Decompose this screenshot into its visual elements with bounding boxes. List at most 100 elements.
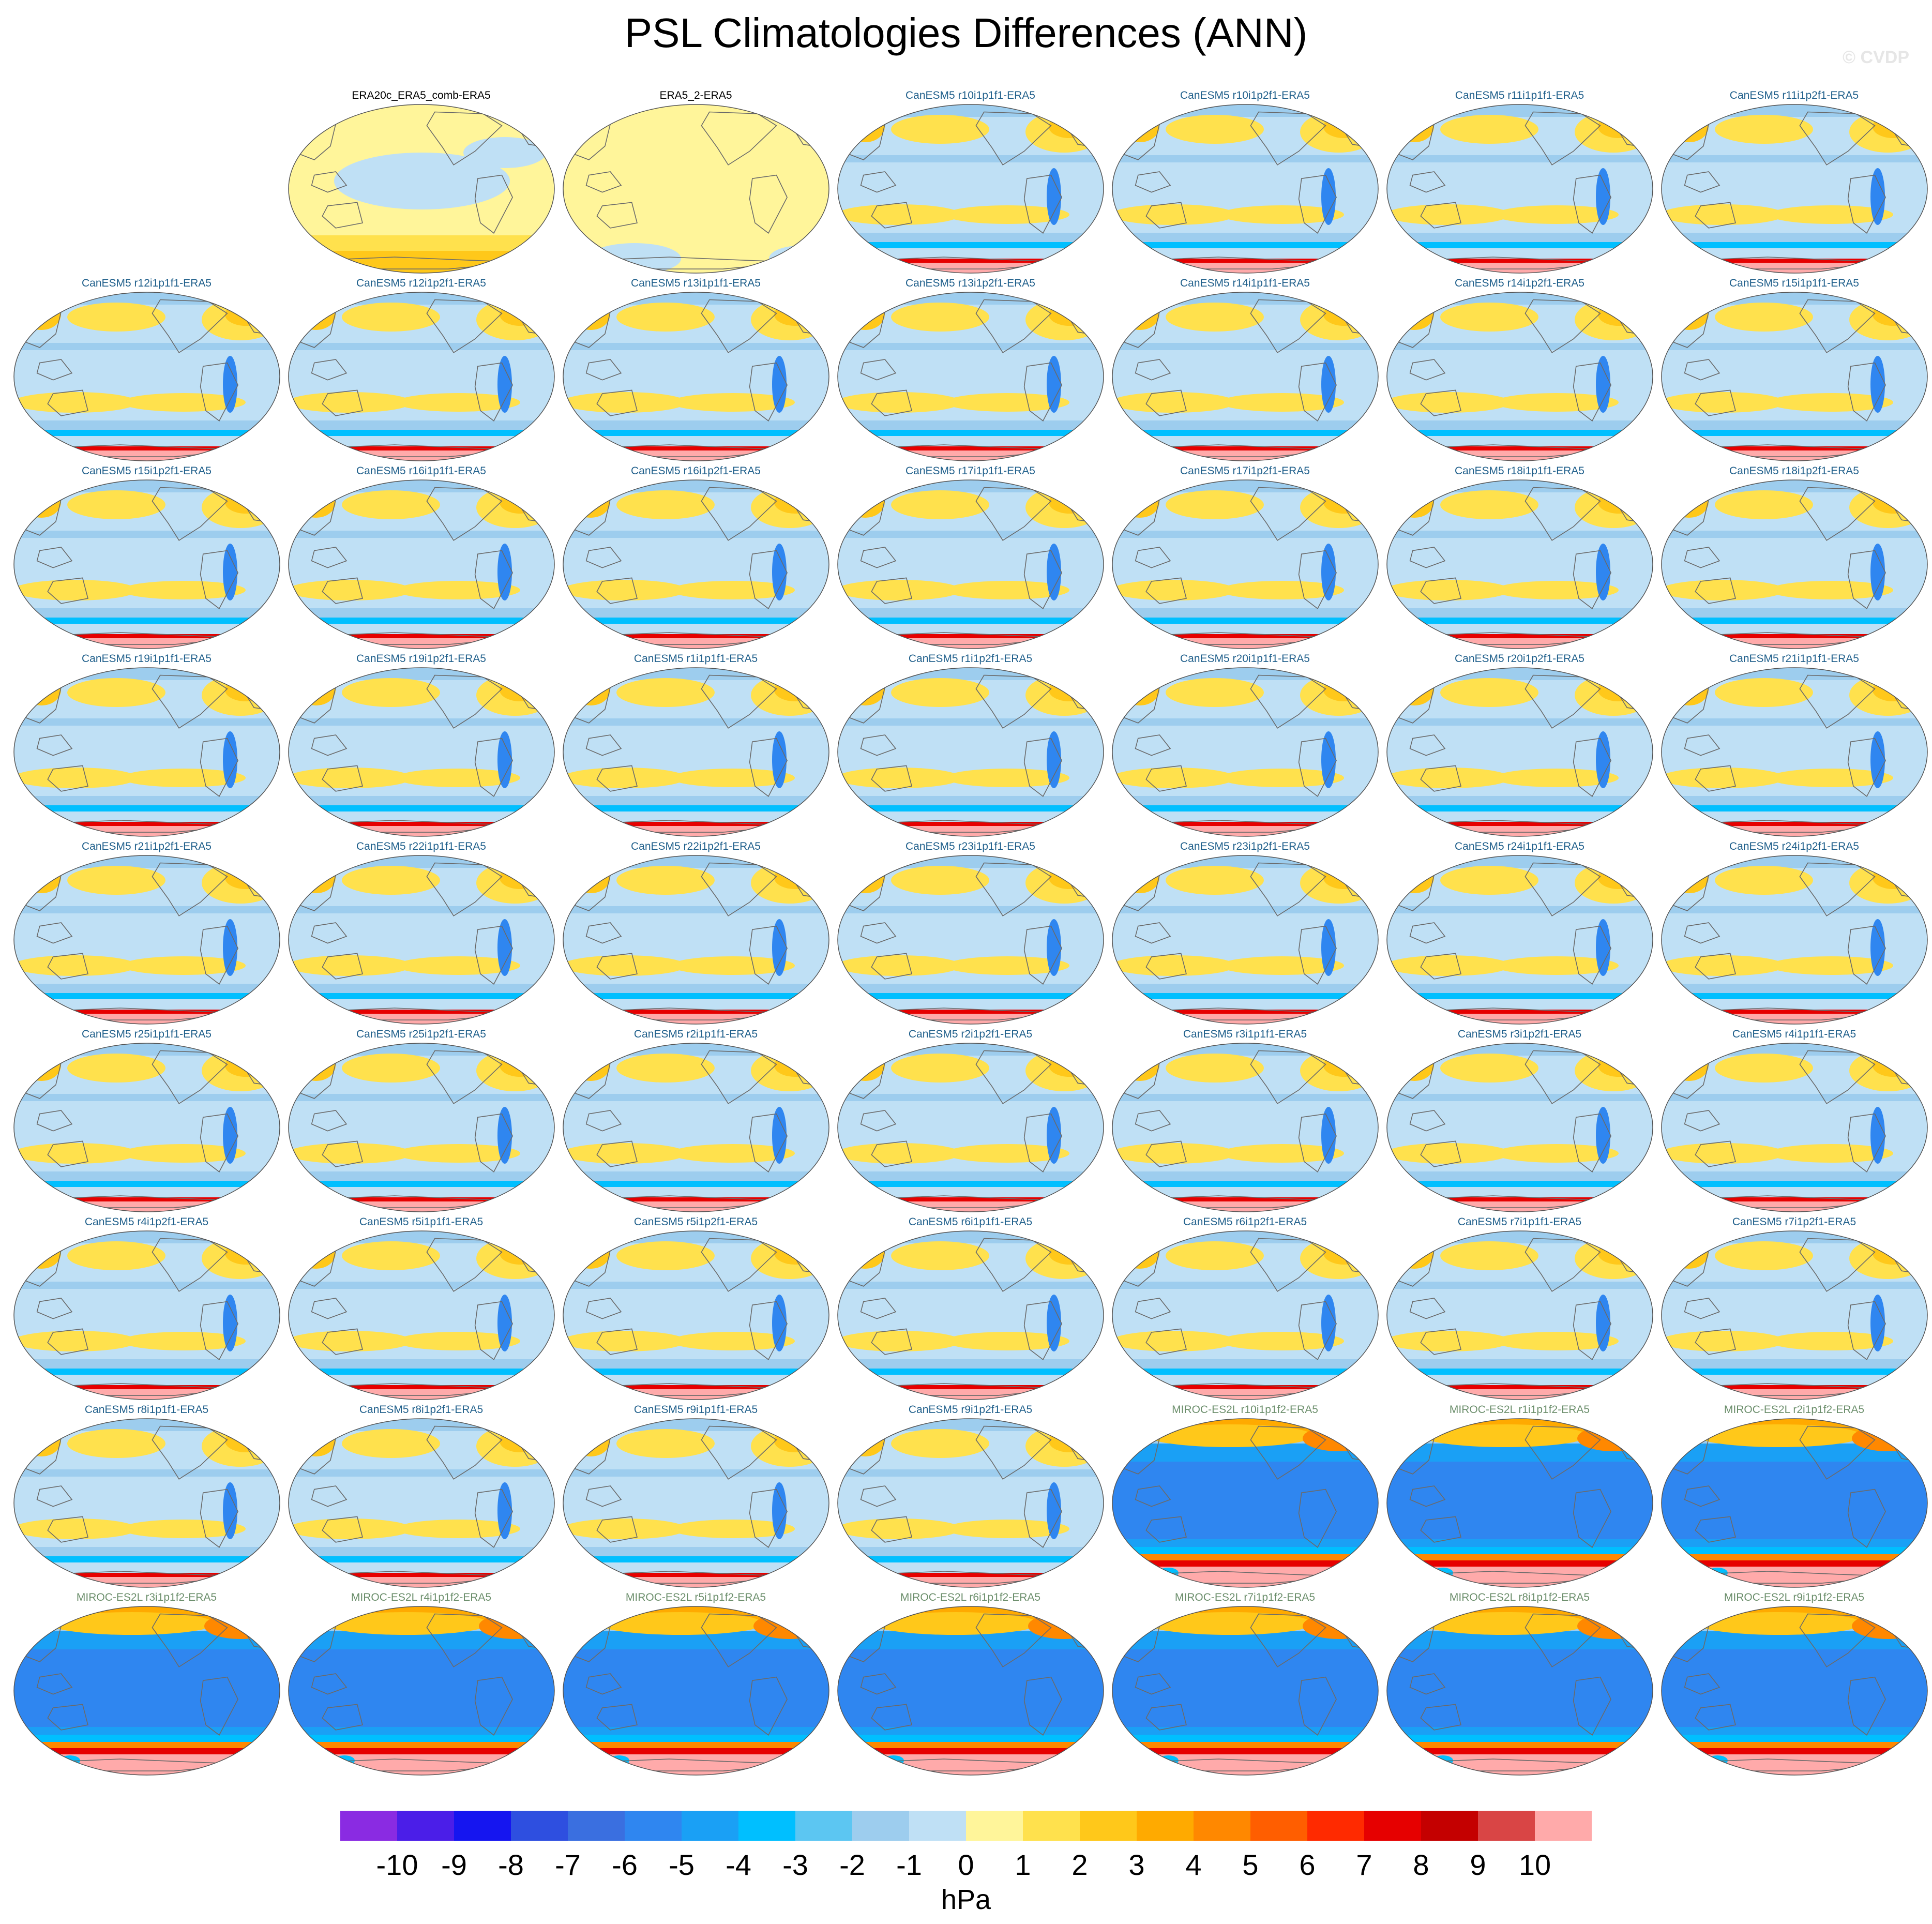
southern-ocean-negative-band	[563, 1556, 829, 1562]
antarctic-positive-region	[563, 1577, 829, 1587]
coastline-outline	[1409, 171, 1445, 193]
panel-title: CanESM5 r19i1p2f1-ERA5	[356, 653, 486, 665]
coastline-outline	[321, 202, 363, 229]
coastline-outline	[870, 1328, 912, 1355]
map-border	[1386, 292, 1653, 461]
antarctic-positive-region	[837, 1014, 1104, 1024]
psl-difference-map	[837, 855, 1104, 1025]
asia-negative-core	[852, 876, 867, 886]
map-border	[1111, 479, 1379, 649]
coastline-outline	[1145, 1704, 1187, 1731]
antarctic-positive-region	[1112, 826, 1378, 836]
colorbar-tick-label: 10	[1519, 1848, 1551, 1881]
coastline-outline	[1573, 362, 1611, 422]
tropical-negative-band	[837, 1649, 1104, 1727]
map-panel: CanESM5 r16i1p2f1-ERA5	[559, 463, 833, 650]
coastline-outline	[1684, 1673, 1720, 1695]
map-panel: CanESM5 r18i1p2f1-ERA5	[1657, 463, 1931, 650]
north-atlantic-positive-core	[499, 1054, 541, 1077]
tropical-band	[1112, 718, 1378, 726]
psl-difference-map	[1111, 855, 1379, 1025]
panel-title: CanESM5 r22i1p2f1-ERA5	[631, 840, 761, 852]
coastline-outline	[700, 1050, 777, 1104]
map-border	[288, 292, 555, 461]
map-panel: CanESM5 r23i1p1f1-ERA5	[833, 839, 1108, 1025]
arctic-band	[288, 1231, 554, 1243]
map-border	[1111, 667, 1379, 837]
map-panel: CanESM5 r19i1p1f1-ERA5	[9, 651, 284, 837]
antarctic-edge-band	[13, 1385, 280, 1389]
southern-subtropical-high	[670, 769, 795, 787]
coastline-outline	[1409, 547, 1445, 568]
andes-negative-region	[772, 1482, 787, 1539]
southern-transition-band	[288, 1742, 554, 1749]
panel-title: MIROC-ES2L r6i1p1f2-ERA5	[900, 1591, 1041, 1603]
antarctic-positive-region	[1386, 263, 1653, 273]
southern-subtropical-high	[837, 768, 961, 788]
coastline-outline	[1684, 1298, 1720, 1319]
coastline-outline	[321, 1704, 363, 1731]
tropical-band	[1386, 155, 1653, 162]
antarctic-positive-region	[288, 1201, 554, 1212]
tropical-band	[288, 906, 554, 913]
southern-subtropical-high	[945, 393, 1069, 412]
antarctic-positive-region	[837, 450, 1104, 461]
southern-subtropical-high	[121, 1332, 246, 1350]
colorbar-swatch	[454, 1811, 511, 1841]
southern-ocean-negative-band	[837, 618, 1104, 624]
coastline-outline	[1799, 111, 1876, 166]
panel-title: MIROC-ES2L r4i1p1f2-ERA5	[351, 1591, 492, 1603]
coastline-outline	[1409, 1110, 1445, 1132]
tropical-band	[1661, 718, 1927, 726]
southern-transition-band	[1661, 1748, 1927, 1754]
coastline-outline	[1409, 1673, 1445, 1695]
asia-negative-core	[578, 501, 593, 511]
antarctic-positive-region	[563, 1201, 829, 1212]
psl-difference-map	[1386, 1230, 1653, 1400]
coastline-outline	[36, 359, 72, 381]
map-border	[1111, 104, 1379, 274]
north-atlantic-positive-core	[1048, 491, 1090, 514]
andes-negative-region	[1870, 356, 1885, 413]
map-border	[288, 667, 555, 837]
coastline-outline	[1847, 1113, 1886, 1173]
map-panel: CanESM5 r19i1p2f1-ERA5	[284, 651, 559, 837]
map-panel: CanESM5 r14i1p1f1-ERA5	[1108, 276, 1382, 462]
north-atlantic-positive-core	[774, 1430, 816, 1452]
antarctic-positive-region	[563, 1754, 829, 1775]
map-panel: CanESM5 r2i1p2f1-ERA5	[833, 1027, 1108, 1213]
panel-title: MIROC-ES2L r5i1p1f2-ERA5	[625, 1591, 766, 1603]
southern-subtropical-high	[288, 1519, 412, 1539]
north-atlantic-positive-core	[774, 679, 816, 701]
southern-subtropical-high	[121, 956, 246, 975]
north-positive-region	[872, 1612, 1038, 1635]
antarctic-positive-region	[837, 1754, 1104, 1775]
psl-difference-map	[562, 855, 829, 1025]
map-panel: ERA5_2-ERA5	[559, 88, 833, 274]
map-panel: CanESM5 r5i1p1f1-ERA5	[284, 1214, 559, 1401]
coastline-outline	[596, 577, 638, 604]
southern-subtropical-high	[837, 1143, 961, 1164]
psl-difference-map	[1661, 1230, 1928, 1400]
tropical-band	[13, 1282, 280, 1289]
asia-negative-core	[578, 1252, 593, 1262]
north-atlantic-positive-core	[1872, 303, 1914, 326]
coastline-outline	[749, 550, 788, 610]
map-border	[288, 1043, 555, 1212]
coastline-outline	[1524, 862, 1601, 916]
coastline-outline	[749, 1301, 788, 1361]
map-border	[837, 1043, 1104, 1212]
southern-ocean-negative-band	[837, 1556, 1104, 1562]
southern-ocean-negative-band	[837, 1369, 1104, 1375]
north-pacific-positive-region	[67, 1241, 165, 1270]
arctic-band	[563, 292, 829, 305]
southern-ocean-negative-band	[288, 1556, 554, 1562]
coastline-outline	[585, 171, 622, 193]
tropical-band	[563, 1094, 829, 1101]
coastline-outline	[1524, 1425, 1601, 1480]
coastline-outline	[474, 1113, 513, 1173]
arctic-band	[1661, 855, 1927, 868]
antarctic-positive-region	[13, 1577, 280, 1587]
coastline-outline	[151, 1238, 228, 1292]
andes-negative-region	[1595, 1295, 1610, 1351]
